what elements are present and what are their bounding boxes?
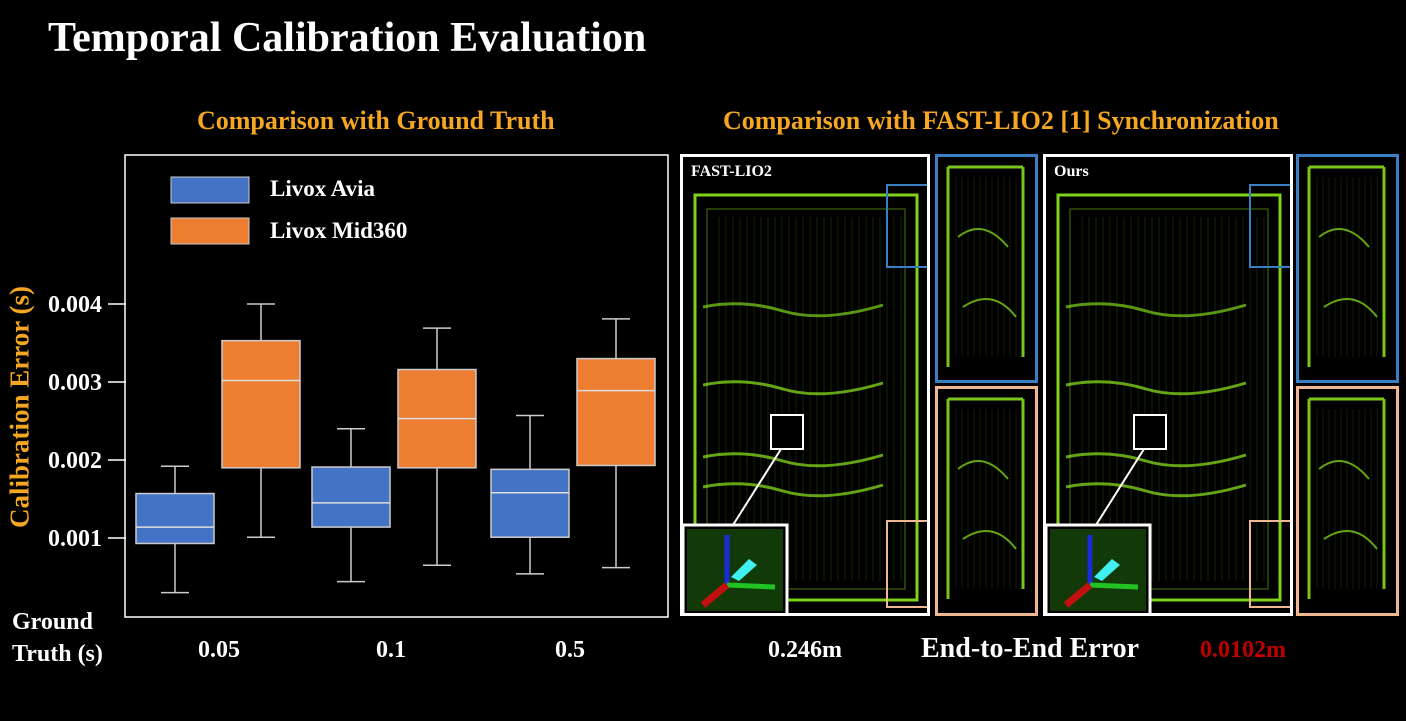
- fastlio2-zoom-bottom: [935, 386, 1038, 616]
- x-tick-label-0: 0.05: [198, 637, 240, 663]
- box-plot-chart: 0.001 0.002 0.003 0.004 Livox Avia Livox Mi…: [48, 154, 669, 618]
- x-tick-label-2: 0.5: [555, 637, 585, 663]
- legend: Livox Avia Livox Mid360: [170, 176, 407, 245]
- y-axis-ticks: 0.001 0.002 0.003 0.004: [48, 292, 126, 552]
- legend-label-avia: Livox Avia: [270, 176, 376, 201]
- box-series: [135, 303, 656, 594]
- y-tick-label-0: 0.001: [48, 526, 102, 552]
- zoom-detail-top-fastlio2: [946, 165, 1025, 367]
- ours-error-value: 0.0102m: [1200, 637, 1286, 663]
- fastlio2-zoom-top: [935, 154, 1038, 383]
- legend-swatch-avia: [170, 176, 250, 204]
- map-label-ours: Ours: [1054, 163, 1089, 180]
- y-tick-label-1: 0.002: [48, 448, 102, 474]
- box-iqr: [490, 468, 570, 538]
- ours-zoom-bottom: [1296, 386, 1399, 616]
- box-mid360-0.5: [576, 318, 656, 569]
- box-mid360-0.05: [221, 303, 301, 538]
- fastlio2-map-panel: FAST-LIO2: [680, 154, 930, 616]
- point-cloud-map-ours: [1046, 184, 1290, 613]
- legend-swatch-mid360: [170, 217, 250, 245]
- page-title: Temporal Calibration Evaluation: [48, 15, 647, 61]
- ours-zoom-top: [1296, 154, 1399, 383]
- x-tick-label-1: 0.1: [376, 637, 406, 663]
- box-mid360-0.1: [397, 327, 477, 567]
- box-iqr: [576, 357, 656, 467]
- box-iqr: [221, 339, 301, 469]
- box-avia-0.1: [311, 428, 391, 583]
- fastlio2-error-value: 0.246m: [768, 637, 842, 663]
- x-axis-label-line2: Truth (s): [12, 641, 103, 667]
- end-to-end-error-label: End-to-End Error: [921, 633, 1140, 664]
- box-avia-0.5: [490, 414, 570, 575]
- legend-label-mid360: Livox Mid360: [270, 218, 407, 243]
- y-tick-label-3: 0.004: [48, 292, 102, 318]
- left-subtitle: Comparison with Ground Truth: [197, 106, 555, 135]
- box-avia-0.05: [135, 465, 215, 594]
- box-iqr: [135, 492, 215, 545]
- point-cloud-map-fastlio2: [683, 184, 927, 613]
- zoom-detail-bottom-fastlio2: [946, 397, 1025, 599]
- box-iqr: [311, 466, 391, 528]
- zoom-detail-bottom-ours: [1307, 397, 1386, 599]
- y-tick-label-2: 0.003: [48, 370, 102, 396]
- plot-frame: [124, 154, 669, 618]
- map-label-fastlio2: FAST-LIO2: [691, 163, 772, 180]
- zoom-detail-top-ours: [1307, 165, 1386, 367]
- right-subtitle: Comparison with FAST-LIO2 [1] Synchroniz…: [723, 106, 1279, 135]
- ours-map-panel: Ours: [1043, 154, 1293, 616]
- x-axis-label-line1: Ground: [12, 609, 93, 635]
